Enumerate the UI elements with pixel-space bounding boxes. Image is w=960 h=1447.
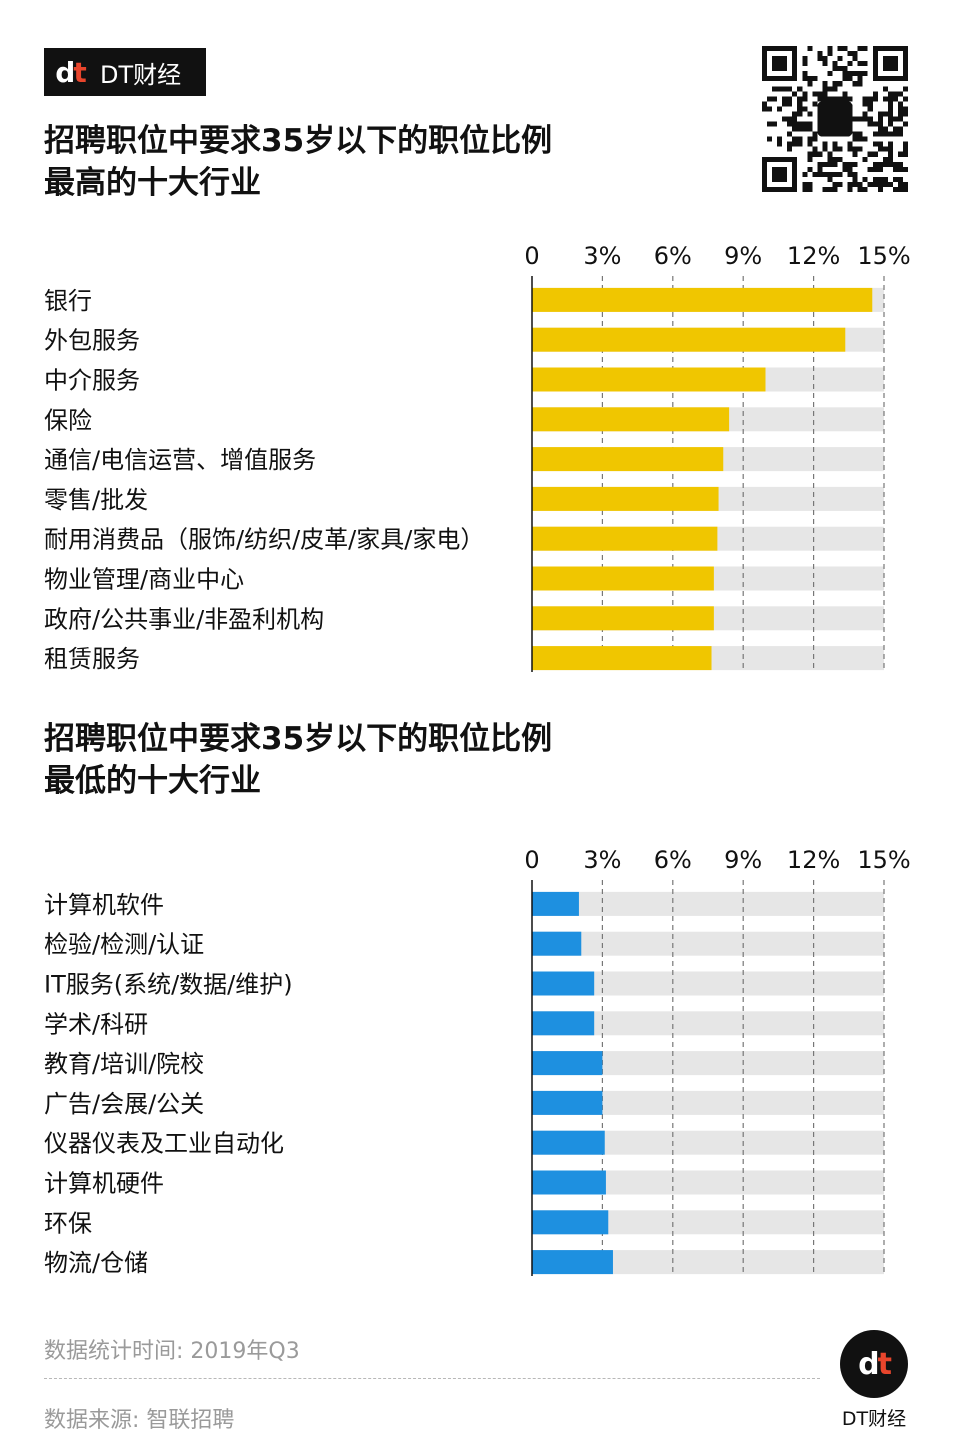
- chart-1-category-label: 物业管理/商业中心: [44, 566, 244, 594]
- chart-1-title: 招聘职位中要求35岁以下的职位比例 最高的十大行业: [44, 120, 552, 204]
- chart-1-tick-label: 15%: [857, 242, 910, 270]
- chart-1-bar: [532, 646, 712, 671]
- brand-name: DT财经: [100, 60, 182, 89]
- chart-1-tick-label: 6%: [654, 242, 692, 270]
- chart-2-tick-label: 0: [524, 846, 539, 874]
- chart-1-category-label: 耐用消费品（服饰/纺织/皮革/家具/家电）: [44, 526, 484, 554]
- chart-2-tick-label: 12%: [787, 846, 840, 874]
- chart-1-category-label: 通信/电信运营、增值服务: [44, 446, 316, 474]
- chart-1-highest: 0 3% 6% 9% 12% 15% 银行外包服务中介服务保险通信/电信运营、增值服务零售/…: [44, 242, 911, 673]
- chart-1-category-label: 租赁服务: [44, 645, 140, 673]
- chart-2-category-label: IT服务(系统/数据/维护): [44, 971, 293, 999]
- chart-2-bar: [532, 1250, 613, 1275]
- chart-1-category-label: 银行: [44, 287, 92, 315]
- chart-1-category-label: 外包服务: [44, 327, 140, 355]
- chart-1-tick-label: 3%: [583, 242, 621, 270]
- chart-1-title-line-1: 招聘职位中要求35岁以下的职位比例: [44, 123, 553, 159]
- chart-2-bar-track: [532, 891, 884, 916]
- chart-1-bar: [532, 407, 730, 432]
- chart-2-bar: [532, 971, 595, 996]
- chart-1-bar: [532, 327, 846, 352]
- chart-2-category-label: 物流/仓储: [44, 1249, 148, 1277]
- chart-2-category-label: 计算机软件: [44, 891, 164, 919]
- chart-2-bar: [532, 1090, 603, 1115]
- chart-2-category-label: 学术/科研: [44, 1010, 148, 1038]
- chart-1-tick-label: 12%: [787, 242, 840, 270]
- chart-2-bar: [532, 1051, 603, 1076]
- chart-2-category-label: 仪器仪表及工业自动化: [44, 1130, 284, 1158]
- chart-2-bar-track: [532, 931, 884, 956]
- chart-1-bar: [532, 526, 718, 551]
- chart-2-category-label: 环保: [44, 1209, 92, 1237]
- chart-1-bar: [532, 486, 719, 511]
- qr-code-icon: [762, 46, 908, 192]
- chart-1-category-label: 政府/公共事业/非盈利机构: [44, 605, 324, 633]
- chart-2-title-line-2: 最低的十大行业: [44, 763, 261, 799]
- chart-2-category-label: 教育/培训/院校: [44, 1050, 204, 1078]
- footer-source-label: 数据来源: 智联招聘: [44, 1408, 235, 1433]
- chart-2-tick-label: 9%: [724, 846, 762, 874]
- chart-2-title-line-1: 招聘职位中要求35岁以下的职位比例: [44, 721, 553, 757]
- chart-1-tick-label: 0: [524, 242, 539, 270]
- footer-brand-name: DT财经: [841, 1408, 907, 1430]
- chart-1-bar: [532, 287, 873, 312]
- footer-time-label: 数据统计时间: 2019年Q3: [44, 1339, 300, 1364]
- chart-1-category-label: 零售/批发: [44, 486, 148, 514]
- chart-1-category-label: 保险: [44, 406, 92, 434]
- chart-2-tick-label: 3%: [583, 846, 621, 874]
- chart-2-category-label: 广告/会展/公关: [44, 1090, 204, 1118]
- chart-1-bar: [532, 606, 714, 631]
- chart-2-title: 招聘职位中要求35岁以下的职位比例 最低的十大行业: [44, 718, 552, 802]
- chart-2-category-label: 检验/检测/认证: [44, 931, 204, 959]
- chart-1-bar: [532, 566, 714, 591]
- chart-2-bar: [532, 1210, 609, 1235]
- chart-2-bar: [532, 1011, 595, 1036]
- chart-2-bar: [532, 1130, 605, 1155]
- chart-2-bar: [532, 931, 582, 956]
- chart-2-category-label: 计算机硬件: [44, 1170, 164, 1198]
- footer-divider: [44, 1378, 820, 1379]
- chart-2-tick-label: 15%: [857, 846, 910, 874]
- chart-1-bar: [532, 367, 766, 392]
- chart-2-bar: [532, 1170, 606, 1195]
- chart-1-category-label: 中介服务: [44, 367, 140, 395]
- chart-1-bar: [532, 447, 724, 472]
- chart-2-bar: [532, 891, 579, 916]
- chart-1-tick-label: 9%: [724, 242, 762, 270]
- chart-1-title-line-2: 最高的十大行业: [44, 165, 261, 201]
- chart-2-tick-label: 6%: [654, 846, 692, 874]
